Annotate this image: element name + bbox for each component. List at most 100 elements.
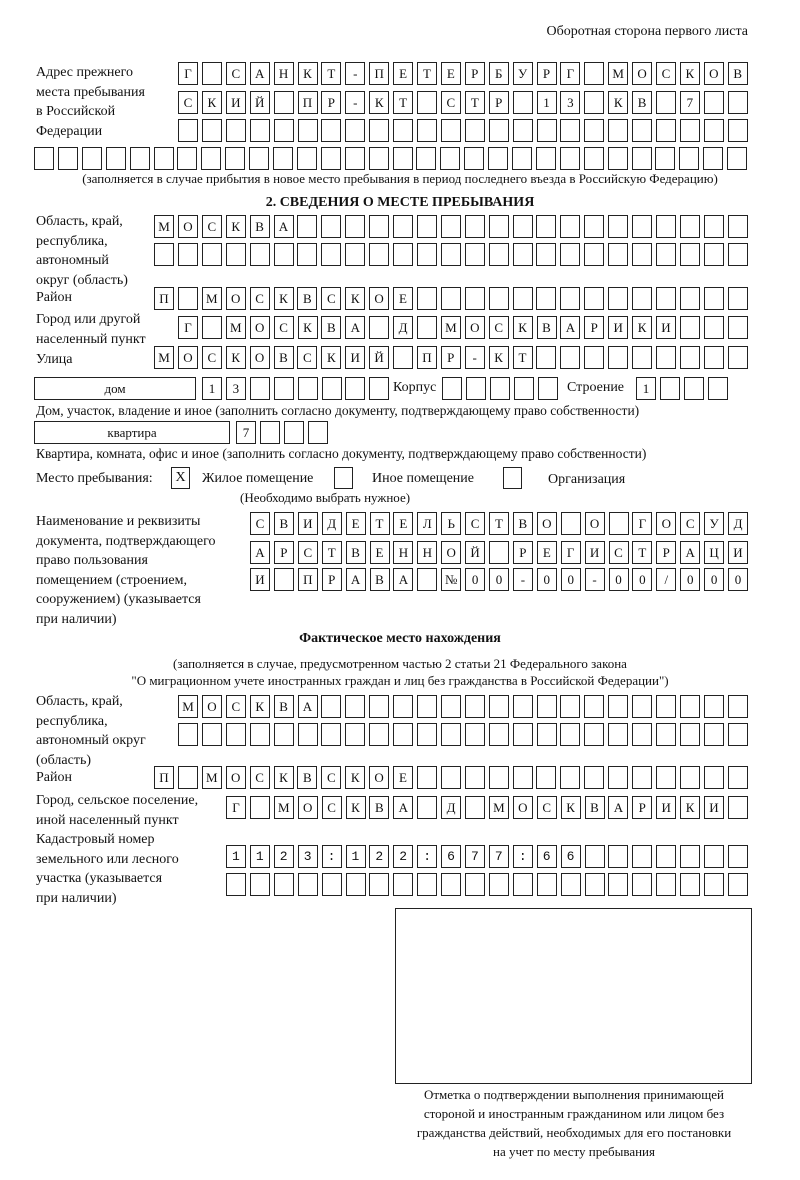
char-cell[interactable]: И [608, 316, 629, 339]
char-cell[interactable]: К [679, 62, 700, 85]
char-cell[interactable] [560, 845, 581, 868]
char-cell[interactable]: О [297, 796, 318, 819]
char-cell[interactable] [464, 723, 485, 746]
char-cell[interactable] [727, 287, 748, 310]
char-cell[interactable]: - [464, 346, 485, 369]
char-cell[interactable]: Р [488, 91, 509, 114]
char-cell[interactable] [512, 845, 533, 868]
char-cell[interactable]: 3 [560, 91, 581, 114]
char-cell[interactable]: М [178, 695, 198, 718]
char-cell[interactable]: В [536, 316, 557, 339]
char-cell[interactable]: - [584, 568, 605, 591]
char-cell[interactable] [584, 62, 605, 85]
char-cell[interactable] [655, 287, 676, 310]
char-cell[interactable] [307, 421, 328, 444]
char-cell[interactable] [608, 766, 629, 789]
char-cell[interactable]: В [584, 796, 605, 819]
char-cell[interactable] [679, 119, 700, 142]
char-cell[interactable]: Р [512, 541, 533, 564]
char-cell[interactable] [679, 723, 700, 746]
char-cell[interactable]: / [656, 568, 677, 591]
char-cell[interactable] [488, 147, 509, 170]
char-cell[interactable]: В [297, 766, 318, 789]
char-cell[interactable] [488, 873, 509, 896]
char-cell[interactable] [703, 91, 724, 114]
char-cell[interactable] [273, 723, 294, 746]
char-cell[interactable] [417, 119, 437, 142]
char-cell[interactable]: М [273, 796, 294, 819]
char-cell[interactable]: Р [536, 62, 557, 85]
char-cell[interactable]: П [154, 287, 174, 310]
char-cell[interactable] [392, 147, 413, 170]
char-cell[interactable]: И [704, 796, 724, 819]
char-cell[interactable] [679, 316, 700, 339]
char-cell[interactable] [393, 119, 414, 142]
char-cell[interactable] [632, 766, 652, 789]
char-cell[interactable]: 0 [728, 568, 748, 591]
char-cell[interactable]: К [345, 287, 366, 310]
char-cell[interactable] [707, 377, 728, 400]
char-cell[interactable] [393, 723, 414, 746]
char-cell[interactable]: Р [632, 796, 653, 819]
char-cell[interactable] [440, 243, 461, 266]
char-cell[interactable]: П [297, 91, 318, 114]
char-cell[interactable] [584, 287, 605, 310]
char-cell[interactable]: С [178, 91, 198, 114]
char-cell[interactable] [345, 377, 366, 400]
char-cell[interactable] [656, 91, 676, 114]
char-cell[interactable] [608, 512, 629, 535]
char-cell[interactable]: Д [393, 316, 414, 339]
char-cell[interactable] [536, 287, 557, 310]
char-cell[interactable]: 0 [489, 568, 509, 591]
char-cell[interactable]: Е [369, 541, 390, 564]
char-cell[interactable] [154, 243, 174, 266]
char-cell[interactable] [178, 723, 198, 746]
char-cell[interactable]: У [704, 512, 725, 535]
char-cell[interactable] [512, 215, 533, 238]
char-cell[interactable] [655, 215, 676, 238]
char-cell[interactable]: О [201, 695, 222, 718]
char-cell[interactable] [297, 377, 318, 400]
char-cell[interactable]: - [345, 91, 366, 114]
char-cell[interactable] [177, 287, 198, 310]
char-cell[interactable] [273, 845, 294, 868]
char-cell[interactable] [679, 243, 700, 266]
stay-option-other-checkbox[interactable] [334, 467, 353, 489]
char-cell[interactable] [417, 695, 437, 718]
char-cell[interactable]: С [225, 62, 246, 85]
char-cell[interactable]: А [297, 695, 318, 718]
char-cell[interactable]: С [321, 287, 342, 310]
char-cell[interactable] [321, 723, 342, 746]
char-cell[interactable] [417, 723, 437, 746]
char-cell[interactable]: А [249, 62, 270, 85]
char-cell[interactable] [703, 243, 724, 266]
char-cell[interactable] [560, 243, 581, 266]
char-cell[interactable] [344, 147, 365, 170]
char-cell[interactable] [727, 796, 748, 819]
char-cell[interactable]: 1 [636, 377, 656, 400]
char-cell[interactable]: 3 [225, 377, 246, 400]
char-cell[interactable] [560, 512, 581, 535]
char-cell[interactable]: К [273, 287, 294, 310]
char-cell[interactable]: О [512, 796, 533, 819]
char-cell[interactable] [535, 147, 556, 170]
char-cell[interactable]: Й [249, 91, 270, 114]
char-cell[interactable]: С [608, 541, 629, 564]
char-cell[interactable] [584, 695, 605, 718]
char-cell[interactable] [57, 147, 78, 170]
char-cell[interactable]: О [177, 215, 198, 238]
char-cell[interactable] [488, 119, 509, 142]
char-cell[interactable] [584, 845, 605, 868]
char-cell[interactable]: П [416, 346, 437, 369]
char-cell[interactable] [704, 873, 724, 896]
char-cell[interactable] [560, 766, 581, 789]
char-cell[interactable] [416, 287, 437, 310]
char-cell[interactable] [607, 147, 628, 170]
char-cell[interactable]: Ц [704, 541, 725, 564]
char-cell[interactable] [417, 568, 438, 591]
char-cell[interactable] [608, 873, 629, 896]
char-cell[interactable] [345, 845, 366, 868]
char-cell[interactable]: А [345, 568, 366, 591]
char-cell[interactable]: С [321, 766, 342, 789]
char-cell[interactable]: Е [393, 62, 414, 85]
